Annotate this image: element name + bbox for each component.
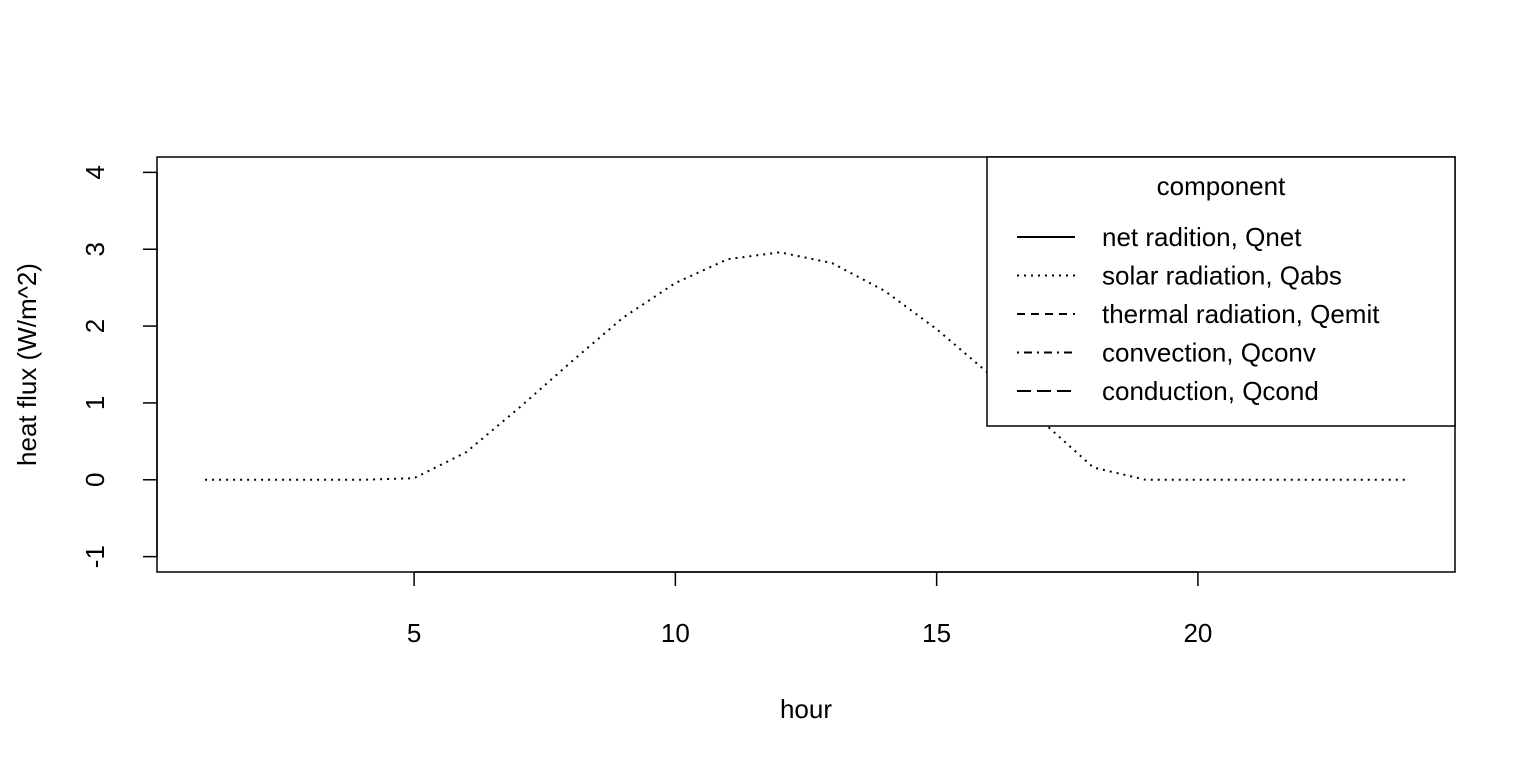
y-tick-label: 1 xyxy=(80,396,110,410)
x-tick-label: 20 xyxy=(1183,618,1212,648)
legend-entry-label: thermal radiation, Qemit xyxy=(1102,299,1380,329)
legend-entry-label: solar radiation, Qabs xyxy=(1102,261,1342,291)
y-axis: -1 0 1 2 3 4 xyxy=(80,165,158,568)
y-tick-label: 3 xyxy=(80,242,110,256)
x-tick-label: 5 xyxy=(407,618,421,648)
y-axis-title: heat flux (W/m^2) xyxy=(12,263,42,466)
y-tick-label: 4 xyxy=(80,165,110,179)
legend-title: component xyxy=(1157,171,1286,201)
x-axis-title: hour xyxy=(780,694,832,724)
plot-area xyxy=(205,251,1407,481)
y-tick-label: 0 xyxy=(80,473,110,487)
legend-box xyxy=(986,156,1456,427)
series-line-0 xyxy=(205,251,1407,481)
y-tick-label: -1 xyxy=(80,545,110,568)
legend-entry-label: net radition, Qnet xyxy=(1102,222,1302,252)
legend: component net radition, Qnet solar radiat… xyxy=(986,156,1456,427)
y-tick-label: 2 xyxy=(80,319,110,333)
x-tick-label: 10 xyxy=(661,618,690,648)
legend-entry-label: conduction, Qcond xyxy=(1102,376,1319,406)
x-tick-label: 15 xyxy=(922,618,951,648)
legend-entry-label: convection, Qconv xyxy=(1102,338,1316,368)
x-axis: 5 10 15 20 xyxy=(407,571,1212,648)
